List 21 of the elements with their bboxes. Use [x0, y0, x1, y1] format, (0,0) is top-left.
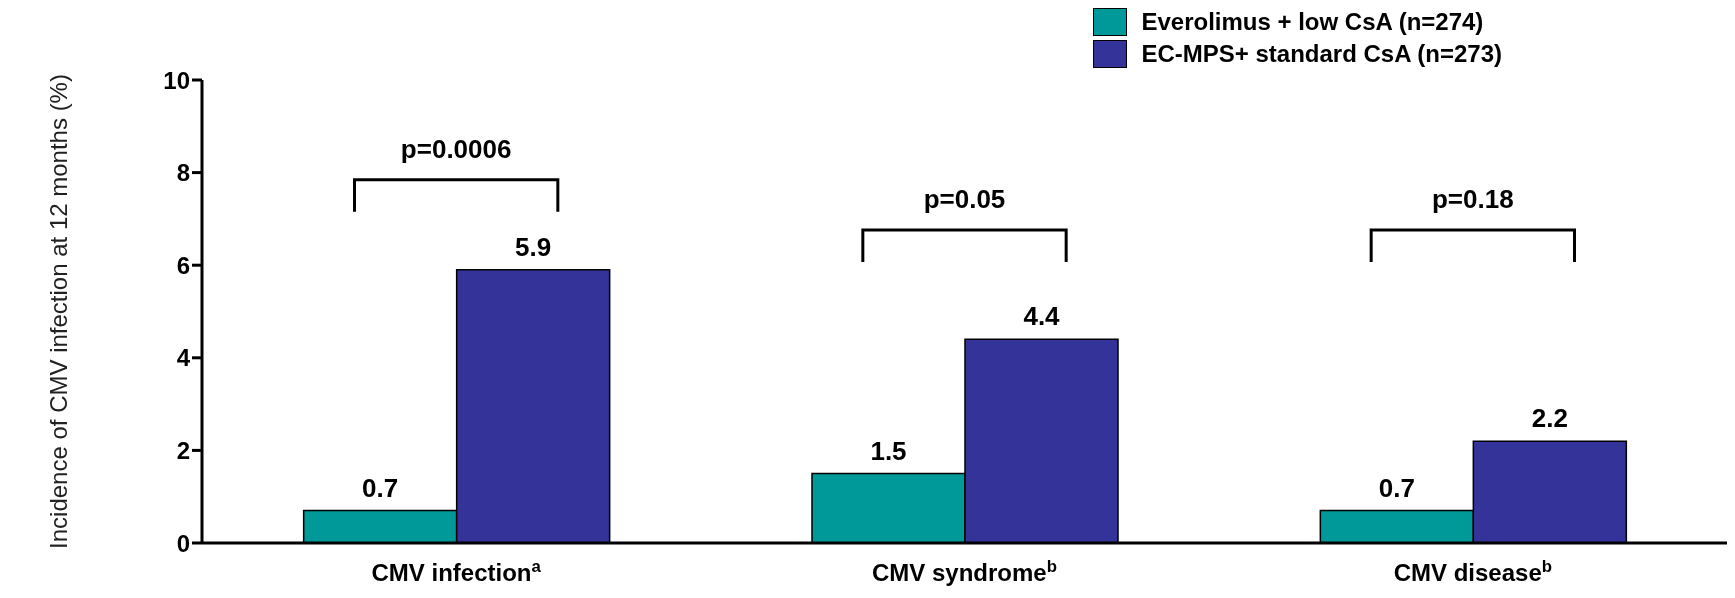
- x-tick-label: CMV syndrome$^{b}$: [872, 556, 1057, 586]
- y-tick-label: 2: [176, 436, 190, 464]
- data-label: 5.9: [515, 231, 552, 262]
- data-label: 0.7: [1378, 472, 1415, 503]
- data-label: 0.7: [362, 472, 399, 503]
- annotation: p=0.0006: [400, 133, 512, 164]
- y-tick-label: 0: [176, 529, 190, 557]
- x-tick-label: CMV infection$^{a}$: [371, 556, 542, 586]
- annotation: p=0.18: [1432, 184, 1514, 214]
- data-label: 4.4: [1023, 301, 1061, 332]
- legend-label: Everolimus + low CsA (n=274): [1141, 8, 1484, 36]
- annotation: p=0.05: [923, 184, 1006, 214]
- legend-label: EC-MPS+ standard CsA (n=273): [1141, 40, 1502, 68]
- y-tick-label: 4: [176, 344, 191, 372]
- data-label: 1.5: [870, 435, 907, 466]
- data-label: 2.2: [1531, 403, 1568, 434]
- x-tick-label: CMV disease$^{b}$: [1393, 556, 1553, 586]
- y-tick-label: 10: [163, 66, 190, 94]
- y-axis-title: Incidence of CMV infection at 12 months (%): [44, 74, 72, 549]
- y-tick-label: 6: [176, 251, 190, 279]
- y-tick-label: 8: [176, 159, 190, 187]
